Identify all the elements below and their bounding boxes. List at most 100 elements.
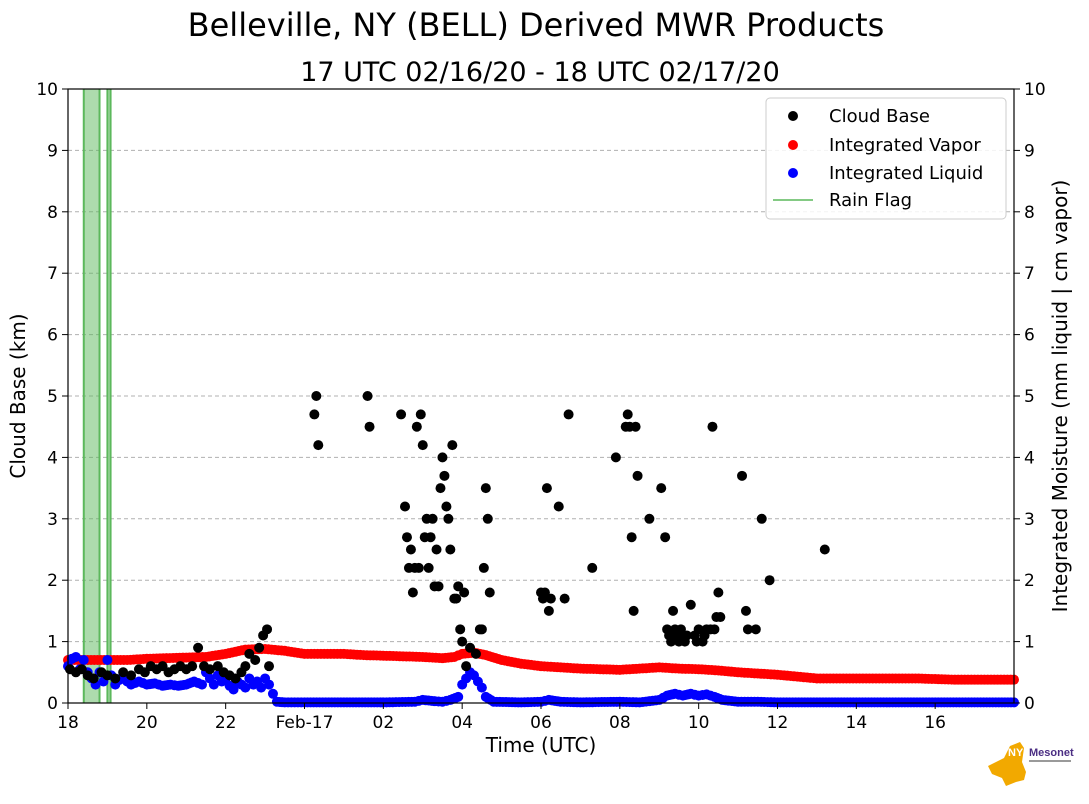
cloud-base-point (415, 409, 426, 420)
integrated-liquid-point (197, 679, 208, 690)
x-axis-label: Time (UTC) (485, 733, 597, 757)
cloud-base-point (480, 483, 491, 494)
cloud-base-point (437, 452, 448, 463)
series-layer (63, 391, 1019, 708)
cloud-base-point (482, 513, 493, 524)
rain-flag-bands (82, 89, 112, 703)
cloud-base-point (264, 661, 275, 672)
integrated-liquid-point (102, 655, 113, 666)
legend-label-rain-flag: Rain Flag (829, 190, 912, 211)
x-tick-label: 06 (530, 713, 552, 733)
cloud-base-point (764, 575, 775, 586)
y-tick-label-right: 1 (1024, 633, 1035, 653)
legend-marker-cloud-base (788, 111, 798, 121)
legend-marker-integrated-vapor (788, 140, 798, 150)
integrated-liquid-point (264, 679, 275, 690)
cloud-base-point (543, 605, 554, 616)
x-tick-label: 10 (688, 713, 710, 733)
rain-flag-band (107, 89, 111, 703)
cloud-base-point (193, 642, 204, 653)
cloud-base-point (407, 587, 418, 598)
y-tick-label-left: 8 (47, 203, 58, 223)
y-tick-label-right: 6 (1024, 326, 1035, 346)
x-tick-label: 16 (924, 713, 946, 733)
y-tick-label-right: 5 (1024, 387, 1035, 407)
y-axis-ticks: 0 0 1 1 2 2 3 3 4 4 5 5 6 6 7 7 8 8 9 9 10 10 (36, 80, 1045, 714)
cloud-base-point (668, 605, 679, 616)
cloud-base-point (756, 513, 767, 524)
cloud-base-point (413, 562, 424, 573)
integrated-liquid-point (267, 688, 278, 699)
cloud-base-point (433, 581, 444, 592)
x-tick-label: 04 (451, 713, 473, 733)
y-tick-label-left: 1 (47, 633, 58, 653)
cloud-base-point (819, 544, 830, 555)
series-integrated-liquid (63, 651, 1019, 708)
cloud-base-point (457, 636, 468, 647)
cloud-base-point (405, 544, 416, 555)
cloud-base-point (559, 593, 570, 604)
cloud-base-point (715, 612, 726, 623)
series-cloud-base (64, 391, 830, 684)
cloud-base-point (626, 532, 637, 543)
integrated-liquid-point (228, 684, 239, 695)
integrated-liquid-point (256, 682, 267, 693)
cloud-base-point (628, 605, 639, 616)
y-tick-label-right: 3 (1024, 510, 1035, 530)
legend: Cloud Base Integrated Vapor Integrated L… (765, 97, 1007, 220)
logo-tagline (1029, 760, 1071, 762)
gridlines (68, 149, 1014, 643)
cloud-base-point (187, 661, 198, 672)
integrated-liquid-point (453, 691, 464, 702)
cloud-base-point (431, 544, 442, 555)
cloud-base-point (470, 648, 481, 659)
y-tick-label-right: 7 (1024, 264, 1035, 284)
cloud-base-point (396, 409, 407, 420)
y-tick-label-left: 7 (47, 264, 58, 284)
cloud-base-point (118, 667, 129, 678)
cloud-base-point (427, 513, 438, 524)
cloud-base-point (685, 599, 696, 610)
cloud-base-point (461, 661, 472, 672)
new-york-state-shape-icon (988, 742, 1026, 786)
legend-frame (765, 97, 1007, 220)
cloud-base-point (417, 440, 428, 451)
cloud-base-point (622, 409, 633, 420)
x-tick-label: 20 (136, 713, 158, 733)
x-tick-label: 22 (215, 713, 237, 733)
cloud-base-point (309, 409, 320, 420)
cloud-base-point (425, 532, 436, 543)
y-tick-label-left: 10 (36, 80, 58, 100)
integrated-liquid-point (240, 682, 251, 693)
cloud-base-point (737, 470, 748, 481)
chart-subtitle: 17 UTC 02/16/20 - 18 UTC 02/17/20 (300, 57, 780, 88)
y-tick-label-left: 3 (47, 510, 58, 530)
legend-label-integrated-liquid: Integrated Liquid (829, 163, 983, 184)
cloud-base-point (553, 501, 564, 512)
cloud-base-point (445, 544, 456, 555)
cloud-base-point (110, 673, 121, 684)
y-tick-label-right: 8 (1024, 203, 1035, 223)
legend-label-cloud-base: Cloud Base (829, 106, 930, 127)
y-tick-label-left: 4 (47, 448, 58, 468)
x-tick-label: 02 (373, 713, 395, 733)
integrated-liquid-point (70, 651, 81, 662)
y-tick-label-left: 5 (47, 387, 58, 407)
y-tick-label-right: 4 (1024, 448, 1035, 468)
y-axis-label-left: Cloud Base (km) (6, 313, 30, 478)
x-tick-label: 08 (609, 713, 631, 733)
cloud-base-point (126, 670, 137, 681)
cloud-base-point (313, 440, 324, 451)
y-axis-label-right: Integrated Moisture (mm liquid | cm vapo… (1048, 180, 1072, 613)
cloud-base-point (545, 593, 556, 604)
cloud-base-point (455, 624, 466, 635)
cloud-base-point (401, 532, 412, 543)
cloud-base-point (656, 483, 667, 494)
x-axis-ticks: 18 20 22 Feb-17 02 04 06 08 10 12 14 16 (57, 703, 946, 733)
cloud-base-point (484, 587, 495, 598)
cloud-base-point (204, 664, 215, 675)
cloud-base-point (681, 630, 692, 641)
x-tick-label: 14 (846, 713, 868, 733)
y-tick-label-left: 2 (47, 571, 58, 591)
